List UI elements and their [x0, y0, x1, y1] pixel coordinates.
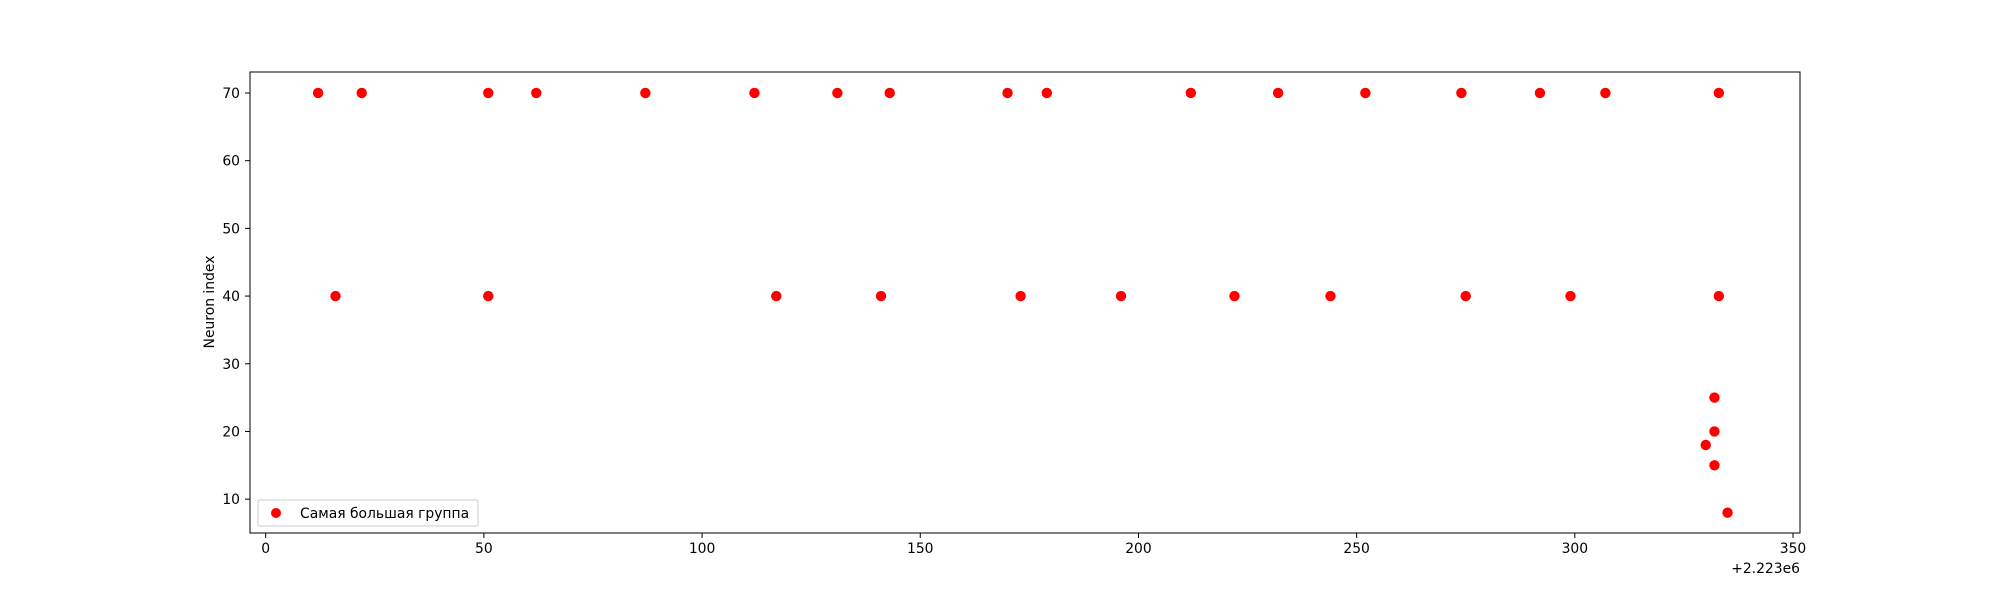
- data-point: [312, 87, 324, 99]
- data-point: [1565, 290, 1576, 302]
- data-point: [1600, 87, 1611, 99]
- legend: Самая большая группа: [257, 499, 479, 527]
- y-tick-label: 50: [222, 221, 240, 237]
- y-tick-label: 30: [222, 357, 240, 373]
- data-point: [483, 290, 494, 302]
- data-point: [330, 290, 341, 302]
- y-tick-label: 60: [222, 154, 240, 170]
- x-tick-label: 50: [475, 541, 493, 557]
- data-point: [1229, 290, 1240, 302]
- y-tick-label: 20: [222, 424, 240, 440]
- data-point: [640, 87, 651, 99]
- data-point: [875, 290, 887, 302]
- legend-box: [257, 499, 479, 527]
- x-tick-label: 200: [1125, 541, 1152, 557]
- data-point: [832, 87, 843, 99]
- y-tick-label: 40: [222, 289, 240, 305]
- data-point: [1713, 290, 1725, 302]
- legend-label: Самая большая группа: [300, 506, 469, 522]
- data-point: [1115, 290, 1127, 302]
- data-point: [1709, 392, 1720, 403]
- data-point: [1360, 87, 1371, 99]
- data-point: [483, 87, 494, 99]
- data-point: [884, 87, 895, 99]
- x-tick-label: 250: [1343, 541, 1370, 557]
- data-point: [1709, 460, 1720, 471]
- x-tick-label: 100: [689, 541, 716, 557]
- x-tick-label: 350: [1780, 541, 1807, 557]
- x-tick-label: 0: [261, 541, 270, 557]
- data-point: [1185, 87, 1197, 99]
- data-point: [771, 290, 782, 302]
- data-point: [1722, 507, 1733, 518]
- data-point: [749, 87, 760, 99]
- data-point: [1460, 290, 1471, 302]
- y-axis-label: Neuron index: [202, 256, 218, 349]
- data-point: [1041, 87, 1053, 99]
- data-point: [1456, 87, 1467, 99]
- y-tick-label: 10: [222, 492, 240, 508]
- plot-frame: [249, 71, 1801, 534]
- data-points: [312, 87, 1733, 518]
- legend-marker: [271, 508, 281, 518]
- data-point: [1709, 426, 1720, 437]
- x-tick-label: 300: [1562, 541, 1589, 557]
- x-tick-label: 150: [907, 541, 934, 557]
- data-point: [1700, 439, 1711, 451]
- data-point: [356, 87, 367, 99]
- data-point: [1272, 87, 1284, 99]
- data-point: [1015, 290, 1026, 302]
- data-point: [531, 87, 542, 99]
- data-point: [1534, 87, 1546, 99]
- axis-ticks: 0 50 100 150 200 250 300 350 10 20 30 40 50 60 70: [222, 86, 1806, 557]
- data-point: [1002, 87, 1013, 99]
- x-offset-label: +2.223e6: [1731, 561, 1800, 577]
- y-tick-label: 70: [222, 86, 240, 102]
- data-point: [1713, 87, 1725, 99]
- data-point: [1325, 290, 1336, 302]
